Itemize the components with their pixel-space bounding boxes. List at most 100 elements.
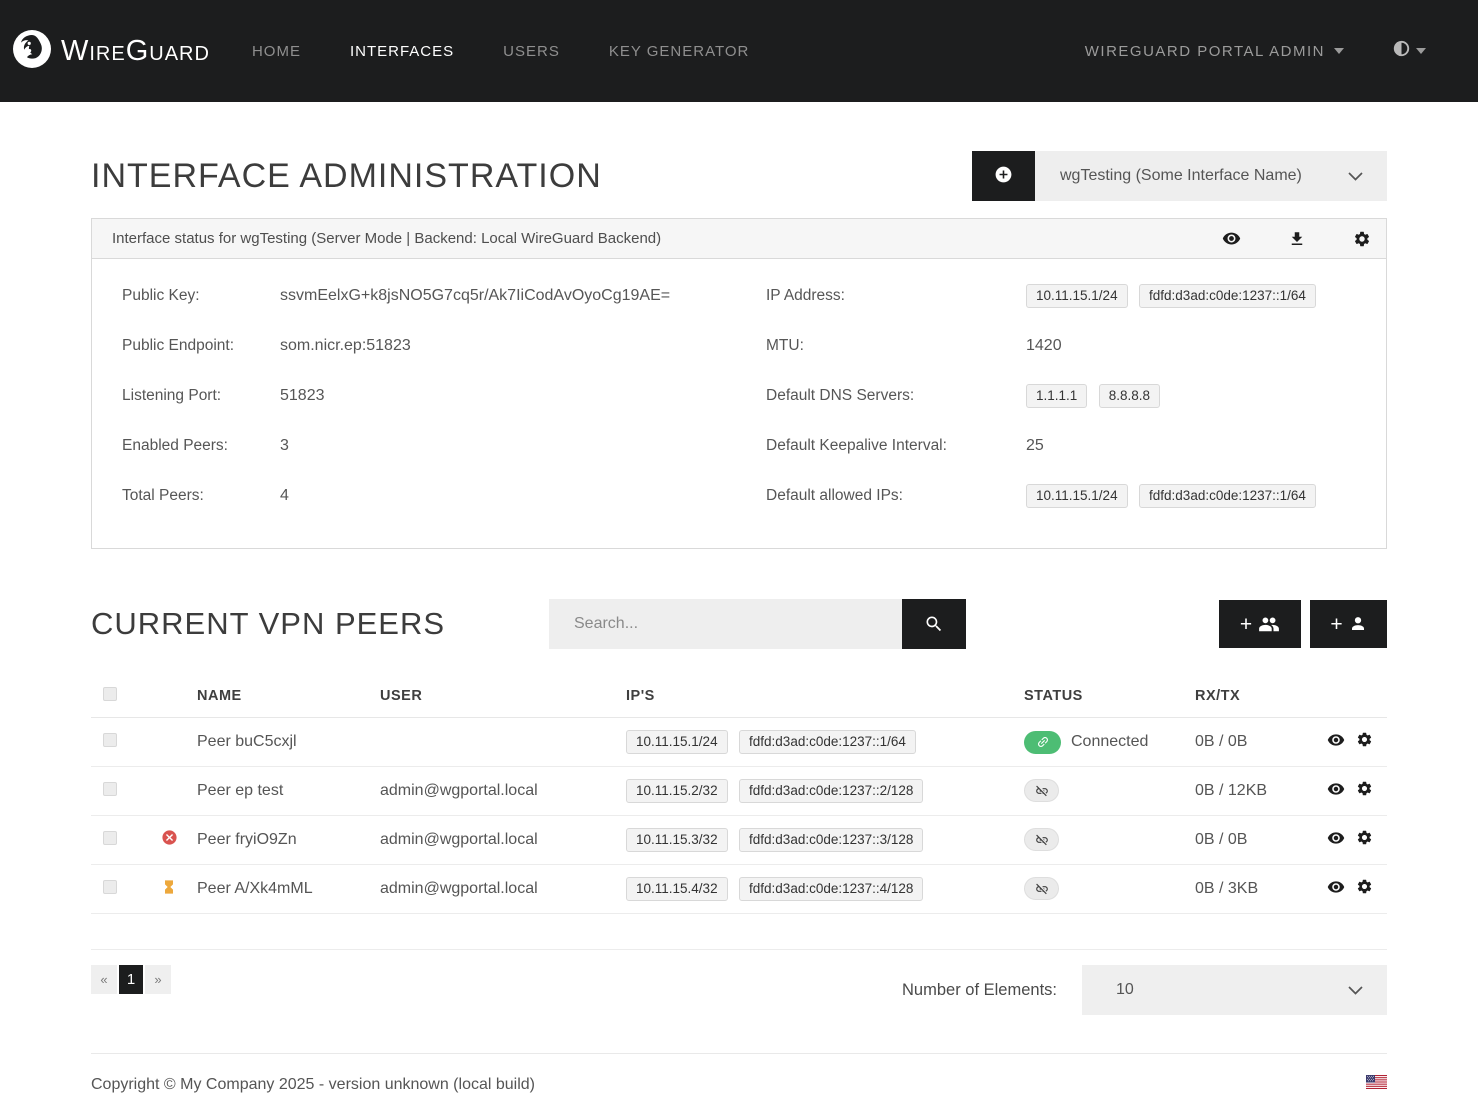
column-header-ips[interactable]: IP'S [626,674,1024,718]
field-label: Default Keepalive Interval: [766,437,947,454]
elements-per-page-select[interactable]: 10 [1082,965,1387,1015]
interface-select[interactable]: wgTesting (Some Interface Name) [1035,151,1387,201]
peers-table: NAME USER IP'S STATUS RX/TX Peer buC5cxj… [91,674,1387,914]
download-config-button[interactable] [1288,230,1306,248]
ip-badge: 10.11.15.1/24 [1026,284,1128,308]
column-header-status[interactable]: STATUS [1024,674,1195,718]
status-card-title: Interface status for wgTesting (Server M… [112,230,662,247]
peer-ip6-badge: fdfd:d3ad:c0de:1237::2/128 [739,779,924,803]
chevron-down-icon [1348,985,1363,995]
keepalive-value: 25 [1026,437,1044,454]
nav-item-users[interactable]: USERS [503,42,560,60]
interface-select-value: wgTesting (Some Interface Name) [1060,167,1302,184]
add-peer-button[interactable]: + [1310,600,1387,648]
wireguard-logo-icon [12,29,52,74]
peer-name: Peer ep test [197,766,380,816]
link-icon [1037,737,1048,747]
view-peer-button[interactable] [1327,878,1345,896]
dns-badge: 8.8.8.8 [1098,384,1161,408]
peer-rxtx: 0B / 0B [1195,717,1305,767]
field-label: IP Address: [766,287,845,304]
eye-icon [1327,782,1345,795]
nav-item-key-generator[interactable]: KEY GENERATOR [608,42,750,60]
elements-select-value: 10 [1116,981,1134,998]
dns-badge: 1.1.1.1 [1026,384,1088,408]
search-button[interactable] [902,599,966,649]
total-peers-value: 4 [280,487,289,504]
copyright-text: Copyright © My Company 2025 - version un… [91,1075,535,1093]
brand[interactable]: WireGuard [12,29,210,74]
pagination-page-1-button[interactable]: 1 [119,965,143,994]
peer-ip4-badge: 10.11.15.3/32 [626,828,728,852]
peer-expiring-icon [165,879,173,894]
field-label: Listening Port: [122,387,222,404]
column-header-rxtx[interactable]: RX/TX [1195,674,1305,718]
pagination-next-button[interactable]: » [145,965,171,994]
status-disconnected-pill [1024,877,1059,901]
edit-peer-button[interactable] [1356,829,1373,846]
interface-select-group: wgTesting (Some Interface Name) [972,151,1387,201]
search-input[interactable] [549,599,902,649]
eye-icon [1222,232,1241,245]
chevron-down-icon [1416,48,1426,54]
status-label: Connected [1071,733,1149,750]
add-interface-button[interactable] [972,151,1035,201]
peer-rxtx: 0B / 12KB [1195,766,1305,816]
gear-icon [1357,781,1372,796]
chevron-down-icon [1334,48,1344,54]
theme-toggle-dropdown[interactable] [1392,39,1426,63]
brand-wordmark: WireGuard [61,34,210,67]
nav-item-interfaces[interactable]: INTERFACES [349,42,455,60]
column-header-name[interactable]: NAME [197,674,380,718]
row-checkbox[interactable] [103,732,117,747]
nav-item-home[interactable]: HOME [251,42,301,60]
status-connected-pill [1024,730,1061,754]
view-peer-button[interactable] [1327,829,1345,847]
peer-rxtx: 0B / 0B [1195,815,1305,865]
peer-user [380,717,626,767]
field-label: Default DNS Servers: [766,387,915,404]
status-disconnected-pill [1024,828,1059,852]
edit-peer-button[interactable] [1356,878,1373,895]
column-header-user[interactable]: USER [380,674,626,718]
peer-name: Peer buC5cxjl [197,717,380,767]
pagination-prev-button[interactable]: « [91,965,117,994]
table-row: Peer buC5cxjl 10.11.15.1/24 fdfd:d3ad:c0… [91,717,1387,767]
search-icon [926,616,942,632]
row-checkbox[interactable] [103,879,117,894]
select-all-checkbox[interactable] [103,687,117,701]
language-flag-us-icon[interactable] [1366,1075,1387,1094]
table-row: Peer ep test admin@wgportal.local 10.11.… [91,766,1387,816]
peer-ip4-badge: 10.11.15.4/32 [626,877,728,901]
public-key-value: ssvmEelxG+k8jsNO5G7cq5r/Ak7IiCodAvOyoCg1… [280,287,671,304]
download-icon [1291,231,1303,245]
add-multiple-peers-button[interactable]: + [1219,600,1301,648]
add-peer-buttons: + + [1219,600,1387,648]
table-row: Peer A/Xk4mML admin@wgportal.local 10.11… [91,864,1387,914]
elements-label: Number of Elements: [902,980,1057,999]
status-disconnected-pill [1024,779,1059,803]
user-menu-label: WIREGUARD PORTAL ADMIN [1084,42,1325,60]
edit-peer-button[interactable] [1356,731,1373,748]
edit-peer-button[interactable] [1356,780,1373,797]
peer-disabled-icon [161,830,177,845]
peer-ip6-badge: fdfd:d3ad:c0de:1237::3/128 [739,828,924,852]
peer-name: Peer A/Xk4mML [197,864,380,914]
chevron-down-icon [1348,171,1363,181]
view-config-button[interactable] [1222,229,1241,248]
peer-user: admin@wgportal.local [380,864,626,914]
gear-icon [1357,830,1372,845]
row-checkbox[interactable] [103,830,117,845]
gear-icon [1354,231,1370,246]
edit-interface-button[interactable] [1353,230,1371,248]
view-peer-button[interactable] [1327,780,1345,798]
view-peer-button[interactable] [1327,731,1345,749]
gear-icon [1357,879,1372,894]
gear-icon [1357,732,1372,747]
eye-icon [1327,831,1345,844]
enabled-peers-value: 3 [280,437,289,454]
footer: Copyright © My Company 2025 - version un… [91,1053,1387,1109]
pagination: « 1 » [91,965,171,994]
user-menu-dropdown[interactable]: WIREGUARD PORTAL ADMIN [1085,43,1344,60]
row-checkbox[interactable] [103,781,117,796]
